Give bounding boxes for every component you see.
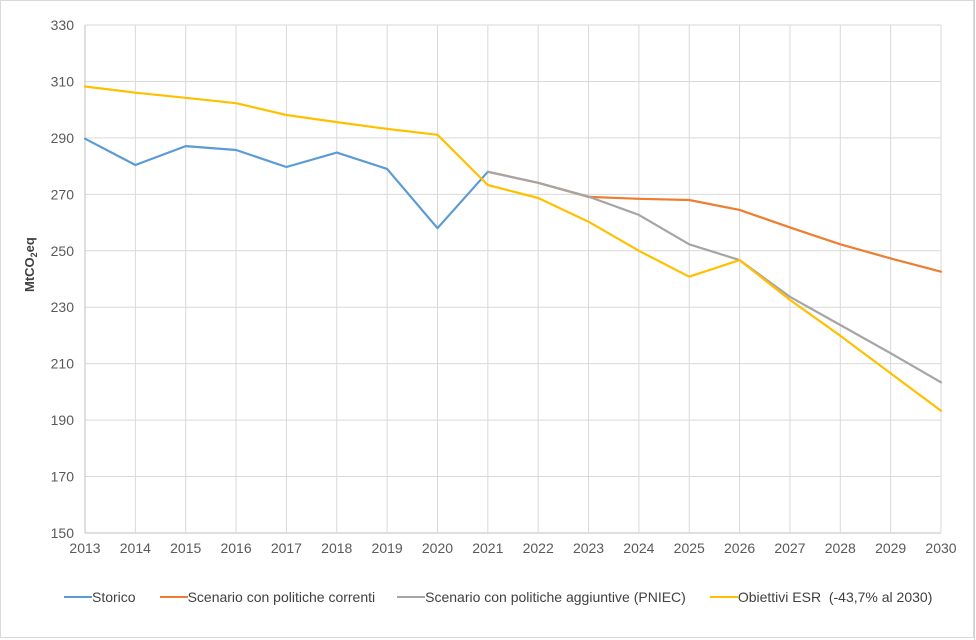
x-tick-label: 2030 bbox=[925, 540, 956, 556]
adjacent-panel-edge bbox=[974, 0, 975, 640]
legend-swatch-storico bbox=[64, 596, 92, 598]
legend-item-storico[interactable]: Storico bbox=[64, 589, 136, 605]
series-line-obiettivi-esr bbox=[83, 85, 943, 412]
legend-label: Scenario con politiche correnti bbox=[187, 589, 376, 605]
y-axis-ticks: 150 170 190 210 230 250 270 290 310 330 bbox=[51, 17, 75, 541]
x-tick-label: 2029 bbox=[875, 540, 906, 556]
y-tick-label: 330 bbox=[51, 17, 75, 33]
gridlines bbox=[84, 24, 942, 534]
legend: Storico Scenario con politiche correnti … bbox=[64, 589, 954, 605]
x-tick-label: 2021 bbox=[472, 540, 503, 556]
y-tick-label: 230 bbox=[51, 299, 75, 315]
y-tick-label: 170 bbox=[51, 469, 75, 485]
x-tick-label: 2020 bbox=[422, 540, 453, 556]
x-tick-label: 2018 bbox=[321, 540, 352, 556]
series-line-politiche-aggiuntive bbox=[486, 170, 943, 384]
y-tick-label: 250 bbox=[51, 243, 75, 259]
legend-swatch-politiche-correnti bbox=[159, 596, 188, 598]
x-tick-label: 2026 bbox=[724, 540, 755, 556]
x-tick-label: 2015 bbox=[170, 540, 201, 556]
x-tick-label: 2025 bbox=[674, 540, 705, 556]
y-tick-label: 290 bbox=[51, 130, 75, 146]
y-tick-label: 150 bbox=[51, 525, 75, 541]
legend-label: Storico bbox=[92, 589, 136, 605]
x-tick-label: 2024 bbox=[623, 540, 654, 556]
legend-label: Scenario con politiche aggiuntive (PNIEC… bbox=[425, 589, 686, 605]
y-tick-label: 210 bbox=[51, 356, 75, 372]
y-tick-label: 310 bbox=[51, 73, 75, 89]
legend-item-obiettivi-esr[interactable]: Obiettivi ESR (-43,7% al 2030) bbox=[709, 589, 933, 605]
y-tick-label: 190 bbox=[51, 412, 75, 428]
x-tick-label: 2014 bbox=[120, 540, 151, 556]
y-tick-label: 270 bbox=[51, 186, 75, 202]
legend-swatch-obiettivi-esr bbox=[709, 596, 738, 598]
x-tick-label: 2022 bbox=[523, 540, 554, 556]
x-tick-label: 2023 bbox=[573, 540, 604, 556]
legend-item-politiche-correnti[interactable]: Scenario con politiche correnti bbox=[159, 589, 376, 605]
x-tick-label: 2019 bbox=[372, 540, 403, 556]
legend-item-politiche-aggiuntive[interactable]: Scenario con politiche aggiuntive (PNIEC… bbox=[397, 589, 686, 605]
series-line-storico bbox=[83, 137, 489, 230]
y-axis-label: MtCO2eq bbox=[22, 237, 39, 292]
y-axis-label-main: MtCO bbox=[22, 257, 37, 292]
legend-swatch-politiche-aggiuntive bbox=[397, 596, 426, 598]
x-tick-label: 2017 bbox=[271, 540, 302, 556]
x-axis-ticks: 2013 2014 2015 2016 2017 2018 2019 2020 2021 2022… bbox=[69, 540, 956, 556]
x-tick-label: 2016 bbox=[220, 540, 251, 556]
x-tick-label: 2027 bbox=[774, 540, 805, 556]
series-lines bbox=[83, 85, 943, 412]
x-tick-label: 2013 bbox=[69, 540, 100, 556]
legend-label: Obiettivi ESR (-43,7% al 2030) bbox=[737, 589, 933, 605]
x-tick-label: 2028 bbox=[825, 540, 856, 556]
y-axis-label-suffix: eq bbox=[22, 237, 37, 252]
y-axis-label-subscript: 2 bbox=[29, 252, 39, 257]
